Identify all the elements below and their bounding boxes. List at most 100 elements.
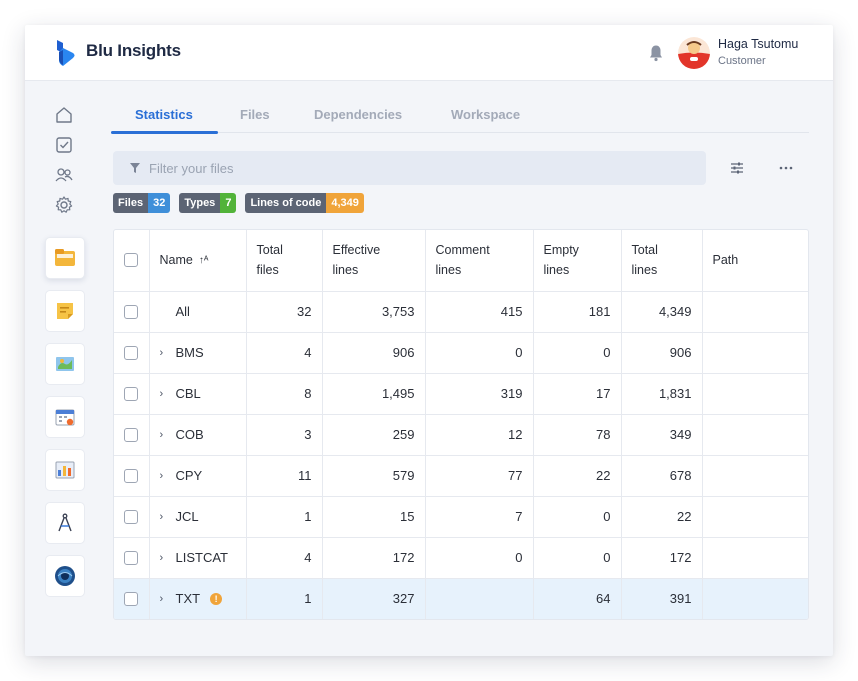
- compass-app-tile[interactable]: [45, 502, 85, 544]
- files-badge: Files 32: [113, 193, 171, 213]
- chevron-right-icon[interactable]: ›: [159, 346, 164, 359]
- row-checkbox[interactable]: [124, 386, 139, 401]
- transformation-app-tile[interactable]: [45, 555, 85, 597]
- user-name[interactable]: Haga Tsutomu: [718, 37, 799, 51]
- filter-bar: [113, 151, 706, 185]
- name-cell: › TXT!: [149, 578, 247, 619]
- summary-badges: Files 32 Types 7 Lines of code 4,349: [113, 193, 364, 213]
- total-lines-cell: 391: [621, 578, 703, 619]
- row-select-cell: [114, 578, 150, 619]
- checklist-icon[interactable]: [54, 135, 74, 155]
- row-name: BMS: [175, 345, 204, 360]
- row-checkbox[interactable]: [124, 468, 139, 483]
- effective-lines-cell: 579: [322, 455, 426, 497]
- comment-lines-cell: 77: [425, 455, 534, 497]
- name-cell: › CBL: [149, 373, 247, 415]
- effective-lines-cell: 906: [322, 332, 426, 374]
- comment-lines-cell: 415: [425, 291, 534, 333]
- sliders-icon[interactable]: [728, 159, 746, 177]
- total-files-cell: 4: [246, 332, 323, 374]
- notes-app-tile[interactable]: [45, 290, 85, 332]
- empty-lines-cell: 64: [533, 578, 622, 619]
- table-row[interactable]: › COB 3 259 12 78 349: [114, 414, 808, 456]
- app-name: Blu Insights: [86, 41, 181, 60]
- chevron-right-icon[interactable]: ›: [159, 510, 164, 523]
- row-checkbox[interactable]: [124, 591, 139, 606]
- tab-workspace[interactable]: Workspace: [451, 107, 521, 122]
- table-row[interactable]: › CPY 11 579 77 22 678: [114, 455, 808, 497]
- comment-lines-cell: [425, 578, 534, 619]
- avatar[interactable]: [678, 37, 710, 69]
- table-row[interactable]: › BMS 4 906 0 0 906: [114, 332, 808, 374]
- empty-lines-cell: 0: [533, 537, 622, 579]
- row-select-cell: [114, 537, 150, 579]
- tab-files[interactable]: Files: [240, 107, 270, 122]
- tab-statistics[interactable]: Statistics: [135, 107, 193, 122]
- total-files-cell: 8: [246, 373, 323, 415]
- codebase-app-tile[interactable]: [45, 237, 85, 279]
- comment-lines-cell: 0: [425, 332, 534, 374]
- row-select-cell: [114, 373, 150, 415]
- row-checkbox[interactable]: [124, 304, 139, 319]
- tab-bar: Statistics Files Dependencies Workspace: [113, 97, 809, 133]
- more-options-icon[interactable]: [777, 159, 795, 177]
- table-row[interactable]: › JCL 1 15 7 0 22: [114, 496, 808, 538]
- path-cell: [702, 537, 808, 579]
- total-files-cell: 3: [246, 414, 323, 456]
- map-app-tile[interactable]: [45, 343, 85, 385]
- row-name: CBL: [175, 386, 201, 401]
- column-header-comment-lines[interactable]: Comment lines: [425, 230, 534, 292]
- column-header-total-lines[interactable]: Total lines: [621, 230, 703, 292]
- table-row[interactable]: › CBL 8 1,495 319 17 1,831: [114, 373, 808, 415]
- chevron-right-icon[interactable]: ›: [159, 469, 164, 482]
- row-name: All: [175, 304, 190, 319]
- chevron-right-icon[interactable]: ›: [159, 551, 164, 564]
- column-header-total-files[interactable]: Total files: [246, 230, 323, 292]
- table-row[interactable]: All 32 3,753 415 181 4,349: [114, 291, 808, 333]
- column-header-path[interactable]: Path: [702, 230, 808, 292]
- row-checkbox[interactable]: [124, 550, 139, 565]
- name-cell: › COB: [149, 414, 247, 456]
- total-lines-cell: 172: [621, 537, 703, 579]
- total-files-cell: 1: [246, 578, 323, 619]
- row-checkbox[interactable]: [124, 509, 139, 524]
- empty-lines-cell: 78: [533, 414, 622, 456]
- globe-icon: [55, 566, 75, 586]
- calendar-app-tile[interactable]: [45, 396, 85, 438]
- total-files-cell: 11: [246, 455, 323, 497]
- empty-lines-cell: 22: [533, 455, 622, 497]
- gear-icon[interactable]: [54, 195, 74, 215]
- path-cell: [702, 291, 808, 333]
- column-header-name[interactable]: Name ↑ᴬ: [149, 230, 247, 292]
- column-header-effective-lines[interactable]: Effective lines: [322, 230, 426, 292]
- table-header-row: Name ↑ᴬ Total files Effective lines Comment…: [114, 230, 808, 292]
- comment-lines-cell: 12: [425, 414, 534, 456]
- row-name: COB: [175, 427, 204, 442]
- chevron-right-icon[interactable]: ›: [159, 387, 164, 400]
- row-name: LISTCAT: [175, 550, 229, 565]
- users-icon[interactable]: [54, 165, 74, 185]
- empty-lines-cell: 17: [533, 373, 622, 415]
- types-badge: Types 7: [179, 193, 237, 213]
- filter-input[interactable]: [149, 151, 689, 185]
- total-lines-cell: 678: [621, 455, 703, 497]
- chevron-right-icon[interactable]: ›: [159, 428, 164, 441]
- tab-dependencies[interactable]: Dependencies: [314, 107, 403, 122]
- column-header-empty-lines[interactable]: Empty lines: [533, 230, 622, 292]
- sort-icon[interactable]: ↑ᴬ: [198, 254, 209, 266]
- path-cell: [702, 455, 808, 497]
- home-icon[interactable]: [54, 105, 74, 125]
- calendar-icon: [55, 409, 75, 426]
- table-row[interactable]: › TXT! 1 327 64 391: [114, 578, 808, 619]
- sidebar: [25, 81, 105, 656]
- bell-icon[interactable]: [648, 44, 664, 62]
- name-cell: › JCL: [149, 496, 247, 538]
- row-checkbox[interactable]: [124, 345, 139, 360]
- chevron-right-icon[interactable]: ›: [159, 592, 164, 605]
- dashboard-app-tile[interactable]: [45, 449, 85, 491]
- path-cell: [702, 496, 808, 538]
- table-row[interactable]: › LISTCAT 4 172 0 0 172: [114, 537, 808, 579]
- effective-lines-cell: 327: [322, 578, 426, 619]
- row-checkbox[interactable]: [124, 427, 139, 442]
- select-all-checkbox[interactable]: [124, 253, 139, 268]
